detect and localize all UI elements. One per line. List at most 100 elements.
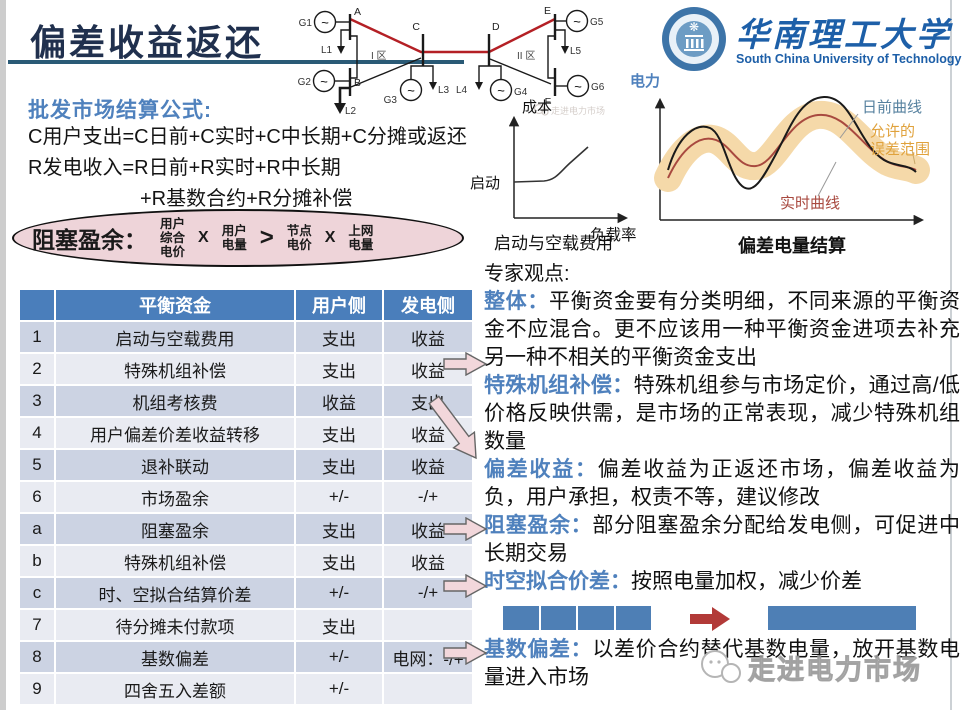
page-title: 偏差收益返还 [30, 22, 265, 63]
term-user-composite-price: 用户 综合 电价 [160, 217, 186, 259]
term-node-price: 节点 电价 [286, 224, 312, 252]
expert-item-spatiotemporal-spread: 时空拟合价差：按照电量加权，减少价差 [484, 570, 862, 593]
bus-label-c: C [412, 21, 420, 33]
svg-text:~: ~ [321, 15, 329, 30]
band-label-line1: 允许的 [870, 123, 915, 140]
connector-a-b [350, 35, 358, 79]
table-row: b 特殊机组补偿 支出 收益 [20, 546, 472, 576]
line-d-f [489, 58, 552, 85]
svg-text:G6: G6 [591, 82, 605, 93]
formula-block: C用户支出=C日前+C实时+C中长期+C分摊或返还 R发电收入=R日前+R实时+… [28, 122, 467, 215]
pink-arrow-congestion-icon [443, 517, 488, 541]
table-header-row: 平衡资金 用户侧 发电侧 [20, 290, 472, 320]
congestion-label: 阻塞盈余： [32, 227, 147, 253]
svg-text:L5: L5 [570, 46, 582, 57]
title-underline [8, 60, 464, 64]
right-edge-strip [950, 0, 952, 710]
load-l2: L2 [334, 86, 357, 117]
bus-label-a: A [354, 6, 361, 18]
svg-text:G3: G3 [384, 95, 398, 106]
pink-arrow-diagonal-icon [428, 395, 477, 460]
table-row: 6 市场盈余 +/- -/+ [20, 482, 472, 512]
pink-arrow-overall-icon [443, 352, 488, 376]
svg-text:~: ~ [320, 74, 328, 89]
table-row: c 时、空拟合结算价差 +/- -/+ [20, 578, 472, 608]
power-axis-label: 电力 [630, 72, 660, 90]
header-gen-side: 发电侧 [384, 290, 472, 320]
table-row: 1 启动与空载费用 支出 收益 [20, 322, 472, 352]
greater-than-operator: > [259, 224, 274, 251]
expert-item-deviation-revenue: 偏差收益：偏差收益为正返还市场，偏差收益为负，用户承担，权责不等，建议修改 [484, 458, 960, 509]
svg-text:L3: L3 [438, 85, 450, 96]
deviation-settlement-chart: 电力 日前曲线 允许的 误差范围 实时曲线 偏差电量结算 [630, 72, 930, 256]
formula-line-generator: R发电收入=R日前+R实时+R中长期 [28, 157, 341, 179]
table-row: 7 待分摊未付款项 支出 [20, 610, 472, 640]
term-grid-energy: 上网 电量 [348, 224, 374, 252]
header-num [20, 290, 54, 320]
load-l3: L3 [423, 65, 450, 96]
pink-arrow-spread-icon [443, 574, 488, 598]
svg-text:~: ~ [497, 83, 505, 98]
formula-line-consumer: C用户支出=C日前+C实时+C中长期+C分摊或返还 [28, 126, 467, 148]
load-l4: L4 [456, 65, 489, 96]
svg-text:~: ~ [407, 83, 415, 98]
watermark-small: 走进电力市场 [533, 103, 605, 116]
generator-g1: ~ G1 [299, 10, 350, 34]
bus-label-e: E [544, 5, 551, 17]
svg-text:G4: G4 [514, 87, 528, 98]
formula-line-generator-cont: +R基数合约+R分摊补偿 [140, 188, 353, 210]
table-row: 3 机组考核费 收益 支出 [20, 386, 472, 416]
university-name-en: South China University of Technology [736, 52, 962, 66]
svg-text:L1: L1 [321, 45, 333, 56]
svg-text:❋: ❋ [689, 20, 699, 34]
header-user-side: 用户侧 [296, 290, 382, 320]
generator-g4: ~ G4 [489, 65, 528, 102]
expert-heading: 专家观点: [484, 263, 570, 285]
svg-text:走进电力市场: 走进电力市场 [551, 105, 605, 116]
leader-realtime [817, 161, 837, 197]
bus-label-b: B [354, 77, 361, 89]
band-label-line2: 误差范围 [870, 141, 930, 158]
svg-text:G5: G5 [590, 17, 604, 28]
bus-label-f: F [545, 96, 551, 108]
load-l5: L5 [555, 29, 582, 57]
expert-opinion-block: 专家观点: 整体：平衡资金要有分类明细，不同来源的平衡资金不应混合。更不应该用一… [484, 260, 960, 692]
svg-text:L2: L2 [345, 106, 357, 117]
table-row: 2 特殊机组补偿 支出 收益 [20, 354, 472, 384]
multiply-operator: X [198, 229, 209, 246]
svg-text:~: ~ [573, 14, 581, 29]
generator-g3: ~ G3 [384, 65, 423, 106]
pink-arrow-base-icon [443, 641, 488, 665]
cost-chart-caption: 启动与空载费用 [494, 234, 613, 253]
load-l1: L1 [321, 29, 350, 56]
segmented-bar [503, 606, 651, 630]
university-name-cn: 华南理工大学 [736, 18, 952, 54]
deviation-chart-caption: 偏差电量结算 [738, 235, 846, 256]
table-row: 5 退补联动 支出 收益 [20, 450, 472, 480]
leader-band [911, 149, 916, 165]
power-grid-diagram: ~ G1 ~ G2 ~ G3 ~ G4 ~ G5 [298, 5, 605, 117]
realtime-label: 实时曲线 [780, 195, 840, 212]
svg-text:~: ~ [574, 79, 582, 94]
generator-g6: ~ G6 [555, 74, 605, 98]
multiply-operator-2: X [324, 229, 336, 246]
expert-item-overall: 整体：平衡资金要有分类明细，不同来源的平衡资金不应混合。更不应该用一种平衡资金进… [484, 290, 960, 369]
left-edge-strip [0, 0, 6, 710]
solid-bar [768, 606, 916, 630]
table-row: a 阻塞盈余 支出 收益 [20, 514, 472, 544]
generator-g5: ~ G5 [555, 9, 604, 33]
red-tie-line [349, 17, 556, 54]
startup-label: 启动 [470, 175, 500, 192]
generator-g2: ~ G2 [298, 69, 350, 93]
zone-2-label: II 区 [517, 50, 535, 62]
term-user-energy: 用户 电量 [221, 224, 247, 252]
day-ahead-curve [667, 95, 917, 190]
x-axis-label: 负载率 [590, 226, 637, 244]
startup-cost-chart: 成本 启动 负载率 启动与空载费用 [470, 99, 637, 253]
line-b-c [350, 57, 422, 88]
svg-text:L4: L4 [456, 85, 468, 96]
zone-1-label: I 区 [371, 50, 387, 62]
cost-curve [513, 146, 589, 183]
